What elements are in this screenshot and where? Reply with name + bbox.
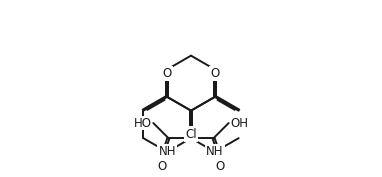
Text: Cl: Cl (185, 128, 197, 141)
Text: O: O (216, 160, 225, 173)
Text: O: O (157, 160, 166, 173)
Text: OH: OH (231, 116, 249, 130)
Text: HO: HO (133, 116, 151, 130)
Text: O: O (163, 67, 172, 80)
Text: NH: NH (159, 145, 176, 158)
Text: O: O (210, 67, 219, 80)
Text: NH: NH (206, 145, 223, 158)
